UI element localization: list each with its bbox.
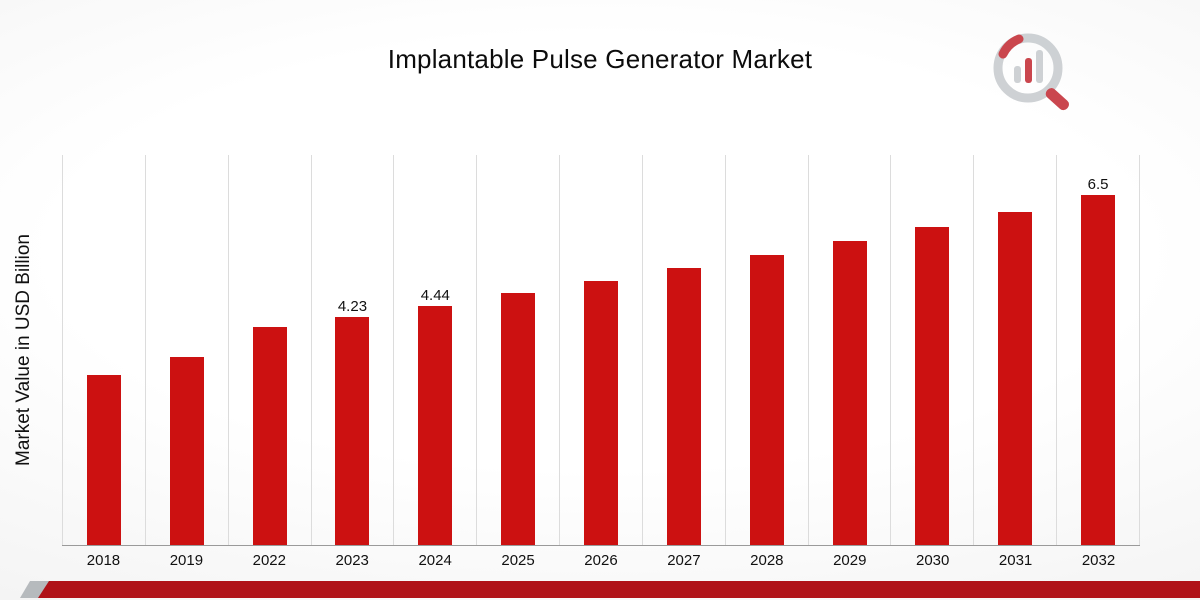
bar-2018: [86, 375, 121, 545]
x-tick-label: 2028: [750, 552, 784, 569]
x-axis: 2018 2019 2022 2023 2024 2025 2026 2027 2028 2029…: [62, 552, 1140, 574]
bar-2022: [252, 327, 287, 545]
bar-2031: [998, 212, 1033, 545]
chart-column-2031: [973, 155, 1056, 545]
chart-column-2022: [227, 155, 311, 545]
x-tick-label: 2023: [335, 552, 369, 569]
bar-value-label: 4.44: [420, 287, 450, 304]
chart-column-2025: [476, 155, 559, 545]
plot-area: 4.23 4.44 6.5: [62, 155, 1140, 546]
magnifier-bar-chart-icon: [993, 33, 1070, 111]
bar-2029: [832, 241, 867, 545]
footer-stripe-red-bar: [38, 581, 1200, 598]
x-tick-label: 2024: [418, 552, 452, 569]
x-tick-label: 2025: [501, 552, 535, 569]
bar-value-label: 6.5: [1087, 176, 1109, 193]
x-tick-label: 2030: [915, 552, 950, 569]
x-tick-label: 2018: [86, 552, 121, 569]
x-tick-label: 2029: [833, 552, 867, 569]
bar-2028: [749, 255, 784, 545]
bar-2019: [169, 357, 204, 545]
brand-logo: [988, 26, 1088, 118]
chart-title: Implantable Pulse Generator Market: [387, 44, 813, 74]
x-tick-label: 2019: [169, 552, 204, 569]
x-tick-label: 2027: [667, 552, 701, 569]
chart-column-2024: 4.44: [393, 155, 476, 545]
bar-2025: [501, 293, 536, 545]
bar-2026: [583, 281, 618, 545]
bar-2027: [666, 268, 701, 545]
footer-stripe: [0, 581, 1200, 598]
x-tick-label: 2031: [998, 552, 1033, 569]
chart-column-2018: [62, 155, 145, 545]
chart-column-2028: [724, 155, 808, 545]
bar-2023: [335, 317, 370, 545]
x-tick-label: 2032: [1081, 552, 1116, 569]
bar-2032: [1081, 195, 1116, 545]
bar-2030: [915, 227, 950, 545]
y-axis-label: Market Value in USD Billion: [13, 234, 34, 466]
bar-2024: [418, 306, 453, 545]
chart-column-2029: [807, 155, 891, 545]
chart-column-2032: 6.5: [1056, 155, 1140, 545]
bar-value-label: 4.23: [337, 298, 368, 315]
x-tick-label: 2022: [252, 552, 286, 569]
chart-column-2019: [144, 155, 228, 545]
chart-column-2027: [641, 155, 725, 545]
chart-column-2030: [890, 155, 973, 545]
chart-column-2023: 4.23: [310, 155, 394, 545]
chart-column-2026: [559, 155, 642, 545]
x-tick-label: 2026: [584, 552, 618, 569]
